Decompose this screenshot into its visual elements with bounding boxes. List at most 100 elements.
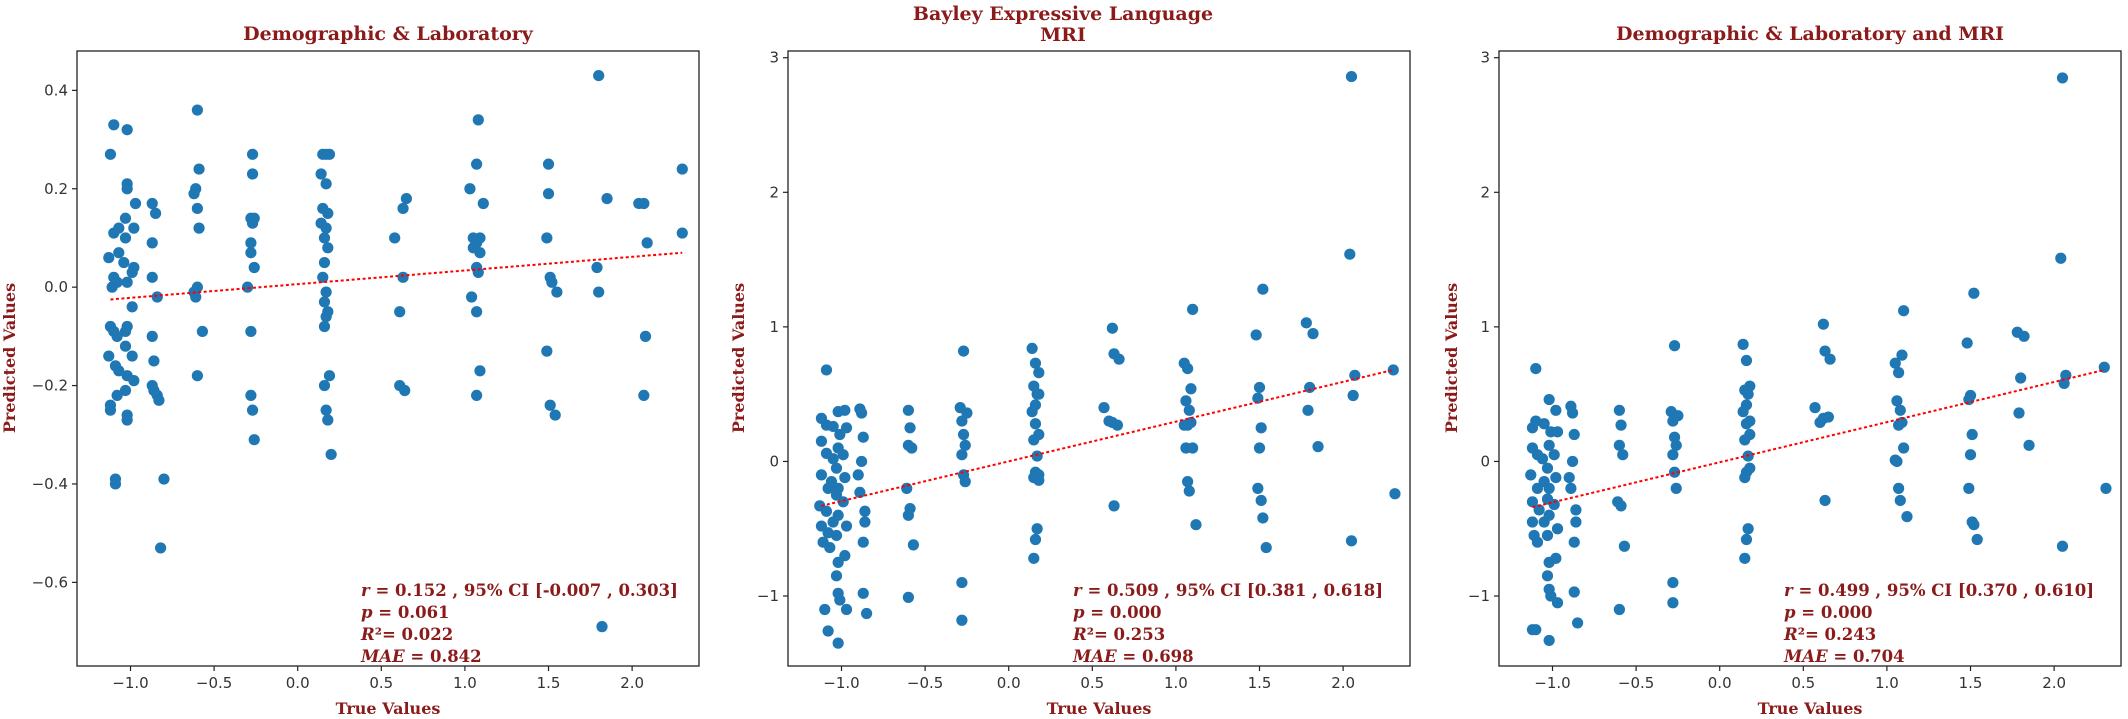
scatter-point (1113, 353, 1125, 365)
scatter-point (320, 178, 332, 190)
scatter-point (155, 542, 167, 554)
scatter-point (830, 462, 843, 474)
scatter-point (1543, 482, 1555, 494)
x-tick-label: 0.0 (1708, 674, 1732, 692)
scatter-point (318, 320, 331, 333)
scatter-point (1571, 617, 1584, 629)
scatter-point (126, 301, 138, 313)
scatter-point (1667, 449, 1679, 461)
scatter-point (245, 247, 257, 259)
scatter-point (320, 311, 332, 323)
panel-mri: −1.0 −0.5 0.0 0.5 1.0 1.5 2.0 −1 0 1 2 3 True Value… (729, 49, 1411, 718)
scatter-point (471, 158, 483, 170)
scatter-point (1668, 340, 1681, 352)
scatter-point (839, 550, 851, 562)
scatter-point (2013, 407, 2025, 419)
y-axis-label: Predicted Values (1442, 283, 1461, 433)
scatter-point (1028, 434, 1040, 446)
scatter-point (318, 256, 331, 269)
panel-demographic-laboratory: Demographic & Laboratory −1.0 −0.5 0.0 0.5 1… (0, 23, 700, 718)
scatter-point (1739, 552, 1751, 564)
scatter-point (601, 193, 613, 205)
x-tick-label: 1.5 (1248, 674, 1272, 692)
scatter-point (1898, 305, 1910, 317)
scatter-point (956, 576, 968, 589)
scatter-point (542, 158, 555, 170)
scatter-point (1389, 488, 1401, 500)
scatter-point (466, 291, 478, 303)
scatter-point (2056, 540, 2069, 552)
y-tick-label: −0.6 (32, 573, 68, 591)
scatter-point (129, 197, 142, 210)
panel-title: Demographic & Laboratory (243, 23, 534, 45)
x-tick-label: 0.5 (1791, 674, 1815, 692)
scatter-point (1570, 516, 1582, 528)
scatter-point (820, 505, 833, 517)
scatter-point (1809, 402, 1821, 414)
fit-line (821, 368, 1394, 507)
scatter-point (1898, 442, 1910, 454)
scatter-point (1672, 410, 1684, 422)
scatter-point (2015, 372, 2027, 384)
stat-r: r = 0.152 , 95% CI [-0.007 , 0.303] (361, 581, 678, 600)
scatter-point (840, 603, 853, 616)
scatter-point (1543, 634, 1555, 647)
scatter-point (248, 434, 260, 446)
scatter-point (834, 594, 846, 606)
y-tick-label: −1 (1468, 587, 1490, 605)
x-tick-label: 0.0 (286, 674, 310, 692)
scatter-point (854, 486, 866, 499)
scatter-point (464, 183, 476, 195)
scatter-point (819, 603, 831, 616)
scatter-point (1252, 482, 1264, 494)
fit-line-group (110, 251, 683, 301)
scatter-point (1618, 540, 1631, 552)
stat-r2: R²= 0.253 (1072, 625, 1165, 644)
scatter-point (1739, 471, 1751, 484)
scatter-point (323, 148, 336, 160)
scatter-point (1387, 364, 1399, 376)
x-tick-label: 0.5 (369, 674, 393, 692)
scatter-point (1894, 404, 1906, 416)
scatter-point (902, 404, 914, 416)
scatter-point (1031, 450, 1043, 462)
scatter-point (1817, 318, 1829, 330)
x-axis-label: True Values (1758, 699, 1863, 718)
scatter-point (1971, 533, 1983, 546)
scatter-point (956, 449, 968, 461)
x-tick-label: 1.5 (1959, 674, 1983, 692)
scatter-point (1737, 406, 1749, 418)
stat-r2: R²= 0.243 (1783, 625, 1876, 644)
stat-p: p = 0.000 (1073, 603, 1162, 622)
scatter-point (1550, 552, 1562, 564)
scatter-point (1543, 439, 1555, 451)
scatter-point (121, 183, 133, 195)
scatter-point (1178, 419, 1190, 431)
scatter-point (1526, 516, 1539, 528)
scatter-point (591, 261, 603, 274)
scatter-point (146, 197, 158, 210)
scatter-point (109, 478, 122, 490)
scatter-point (860, 607, 873, 620)
scatter-point (957, 428, 970, 441)
scatter-point (1345, 70, 1358, 83)
scatter-point (126, 350, 138, 362)
y-tick-label: 3 (769, 49, 779, 67)
scatter-point (596, 621, 608, 633)
scatter-point (113, 222, 125, 234)
scatter-point (1253, 442, 1266, 454)
scatter-point (1963, 393, 1975, 406)
scatter-point (397, 202, 409, 215)
scatter-point (1889, 357, 1901, 369)
scatter-point (1536, 453, 1549, 465)
scatter-point (1737, 338, 1749, 350)
scatter-point (542, 188, 555, 200)
scatter-point (1667, 597, 1679, 609)
scatter-point (1668, 466, 1681, 478)
scatter-point (1033, 367, 1045, 379)
y-tick-label: 3 (1480, 49, 1490, 67)
scatter-point (315, 168, 327, 180)
x-tick-label: 1.0 (453, 674, 477, 692)
scatter-point (837, 496, 849, 508)
